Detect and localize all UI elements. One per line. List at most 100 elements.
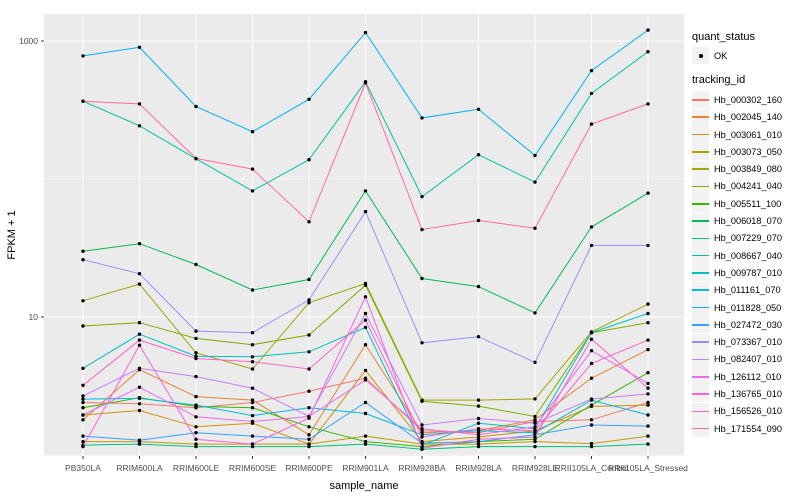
data-point [589, 403, 594, 407]
data-point [589, 361, 594, 366]
data-point [81, 397, 85, 401]
data-point [137, 242, 142, 246]
series-Hb_126112_010 [81, 349, 650, 437]
data-point [81, 249, 85, 253]
data-point [533, 444, 537, 449]
data-point [476, 335, 481, 339]
legend-item-label: Hb_027472_030 [714, 319, 782, 330]
data-point [533, 429, 537, 433]
data-point [137, 408, 142, 413]
data-point [307, 367, 311, 371]
series-line-icon [692, 306, 709, 309]
data-point [250, 413, 255, 418]
data-point [420, 423, 424, 427]
data-point [363, 439, 368, 444]
data-point [589, 376, 594, 380]
data-point [363, 81, 368, 85]
data-point [194, 156, 198, 161]
series-color-key [692, 299, 709, 316]
data-point [476, 284, 481, 289]
x-axis-title: sample_name [329, 480, 398, 492]
legend-item-Hb_003849_080: Hb_003849_080 [692, 160, 800, 178]
data-point [81, 394, 85, 398]
data-point [363, 411, 368, 416]
data-point [363, 30, 368, 35]
data-point [307, 350, 311, 354]
series-line-icon [692, 324, 709, 326]
data-point [420, 227, 424, 232]
legend-item-Hb_007229_070: Hb_007229_070 [692, 229, 800, 247]
legend-tracking-id-items: Hb_000302_160 Hb_002045_140 Hb_003061_010 H… [692, 91, 800, 438]
legend-item-label: Hb_136765_010 [714, 388, 782, 399]
data-point [476, 218, 481, 223]
data-point [194, 329, 198, 333]
data-point [646, 321, 650, 325]
series-color-key [692, 91, 709, 109]
data-point [533, 418, 537, 422]
data-point [646, 386, 650, 390]
data-point [194, 444, 198, 449]
data-point [646, 243, 650, 248]
series-color-key [692, 385, 709, 403]
data-point [194, 415, 198, 419]
legend-item-Hb_126112_010: Hb_126112_010 [692, 368, 800, 386]
data-point [533, 311, 537, 315]
series-color-key [692, 143, 709, 161]
data-point [646, 347, 650, 352]
data-point [533, 414, 537, 419]
series-line-icon [692, 151, 709, 153]
data-point [420, 116, 424, 120]
data-point [250, 360, 255, 364]
series-line-icon [692, 272, 709, 274]
data-point [646, 442, 650, 446]
data-point [363, 400, 368, 405]
data-point [476, 404, 481, 408]
series-line-icon [692, 254, 709, 257]
x-tick-label: RRIM928LA [455, 463, 502, 473]
legend: quant_status OK tracking_id Hb_000302_16… [692, 31, 800, 438]
series-color-key [692, 160, 709, 178]
x-tick-label: RRII105LA_Stressed [608, 463, 688, 473]
data-point [533, 180, 537, 184]
series-color-key [692, 281, 709, 299]
series-line-icon [692, 133, 709, 136]
data-point [363, 318, 368, 322]
plot-panel: 10 1000 PB350LA RRIM600LA RRIM600LE RRIM600SE… [19, 14, 688, 473]
data-point [363, 442, 368, 446]
data-point [589, 122, 594, 126]
data-point [476, 421, 481, 425]
data-point [646, 381, 650, 386]
data-point [81, 434, 85, 438]
legend-item-label: Hb_005511_100 [714, 198, 782, 209]
data-point [307, 333, 311, 337]
legend-item-label: Hb_008667_040 [714, 250, 782, 261]
data-point [420, 441, 424, 445]
legend-item-Hb_000302_160: Hb_000302_160 [692, 91, 800, 109]
legend-item-label: Hb_007229_070 [714, 233, 782, 244]
y-tick-label: 1000 [19, 36, 38, 46]
legend-item-Hb_005511_100: Hb_005511_100 [692, 195, 800, 213]
legend-item-Hb_073367_010: Hb_073367_010 [692, 333, 800, 351]
data-point [589, 91, 594, 96]
data-point [137, 45, 142, 49]
data-point [250, 130, 255, 134]
data-point [533, 425, 537, 429]
legend-item-label: Hb_073367_010 [714, 337, 782, 348]
data-point [646, 191, 650, 195]
series-line-icon [692, 358, 709, 361]
series-line-icon [692, 237, 709, 240]
data-point [363, 378, 368, 382]
legend-item-Hb_006018_070: Hb_006018_070 [692, 212, 800, 230]
series-line-icon [692, 410, 709, 413]
series-line-icon [692, 202, 709, 205]
series-Hb_027472_030 [81, 400, 650, 445]
data-point [589, 243, 594, 248]
data-point [533, 397, 537, 401]
data-point [250, 386, 255, 390]
data-point [307, 298, 311, 302]
y-tick-label: 10 [29, 312, 39, 322]
data-point [250, 331, 255, 335]
data-point [137, 332, 142, 336]
data-point [420, 399, 424, 403]
